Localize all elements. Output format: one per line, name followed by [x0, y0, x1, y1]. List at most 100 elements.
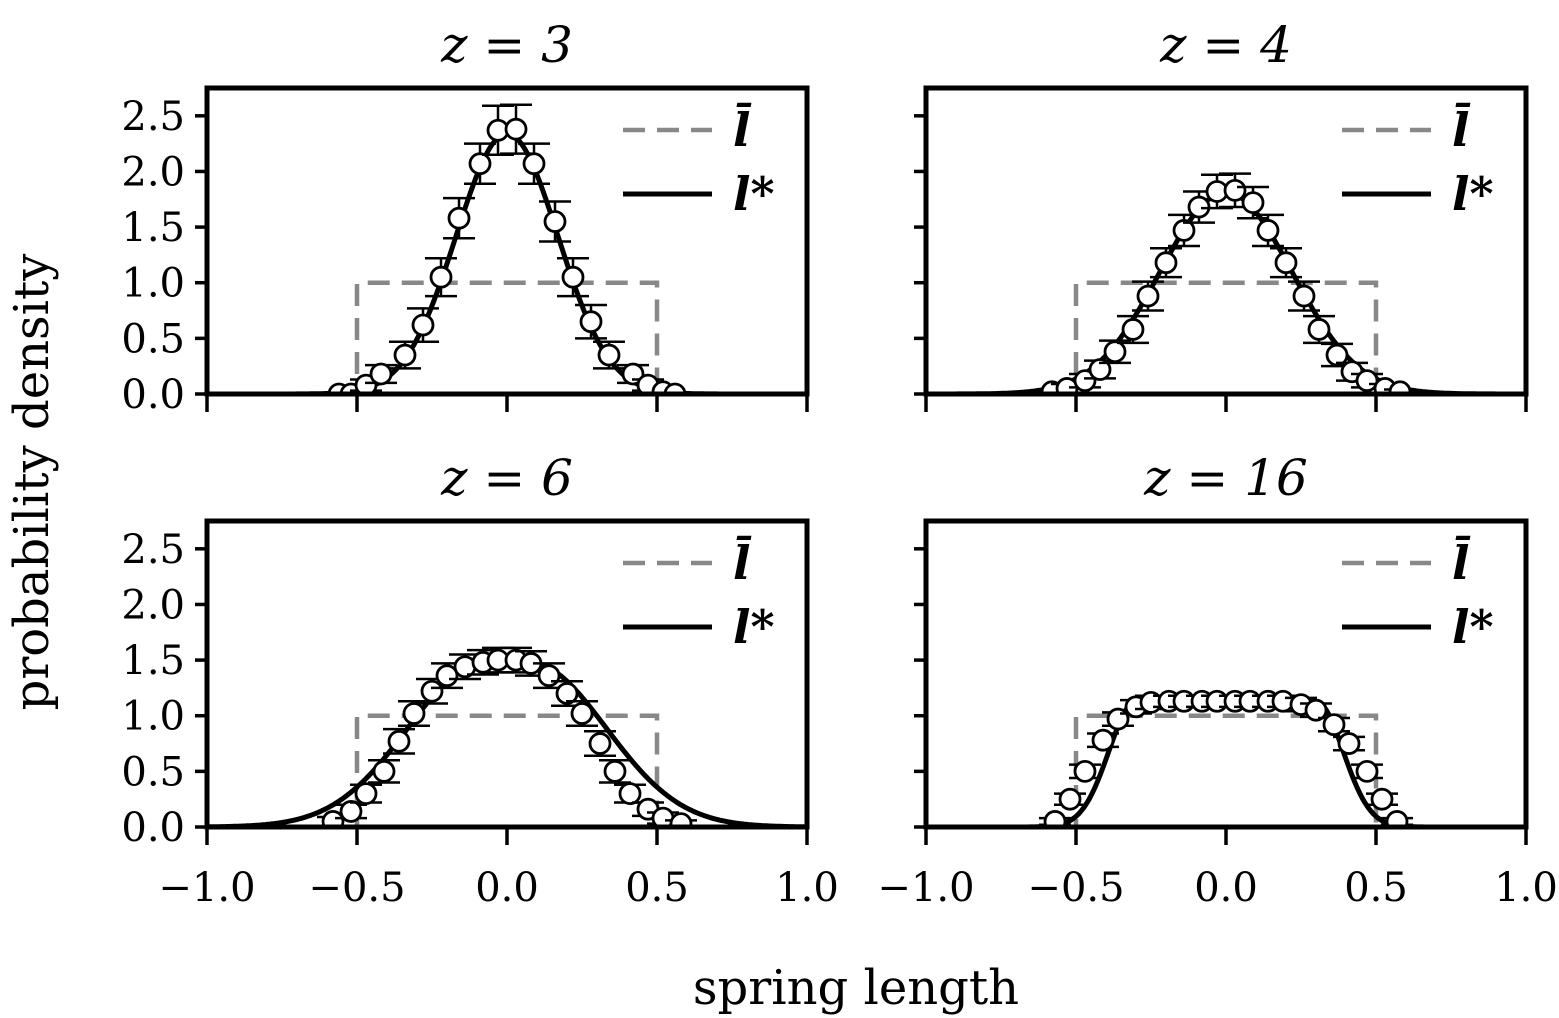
plot-area	[207, 103, 807, 394]
data-point	[522, 152, 546, 176]
fit-curve-line	[207, 660, 807, 827]
data-point	[1043, 810, 1067, 827]
legend-uniform-label: l̄	[1452, 102, 1471, 157]
data-point	[354, 373, 378, 394]
data-point	[1256, 219, 1280, 242]
data-point	[1058, 787, 1082, 811]
data-point	[1223, 178, 1247, 202]
data-point	[369, 362, 393, 386]
y-tick-label: 0.5	[121, 316, 185, 362]
legend-fit-label: l*	[733, 167, 775, 221]
data-point	[1355, 759, 1379, 783]
legend-fit-label: l*	[733, 600, 775, 654]
legend-uniform-label: l̄	[1452, 535, 1471, 590]
y-tick-label: 0.0	[121, 805, 185, 851]
data-point	[1385, 810, 1409, 827]
data-point	[387, 729, 411, 753]
panel-title: z = 16	[1143, 449, 1308, 507]
uniform-distribution-line	[207, 280, 807, 394]
data-point	[1271, 689, 1295, 713]
x-tick-label: 1.0	[1494, 865, 1558, 911]
data-point	[618, 782, 642, 806]
fit-curve-line	[926, 698, 1526, 827]
data-point	[1091, 728, 1115, 752]
data-point	[1121, 318, 1145, 341]
data-point	[588, 732, 612, 755]
data-point	[1136, 284, 1160, 308]
x-tick-label: 0.5	[625, 865, 689, 911]
y-tick-label: 1.0	[121, 261, 185, 307]
y-tick-label: 2.5	[121, 94, 185, 140]
axes-frame	[923, 85, 1529, 397]
data-point	[339, 800, 363, 823]
data-point	[429, 265, 453, 289]
data-point	[579, 310, 603, 334]
axes-frame	[923, 518, 1529, 830]
data-point	[1304, 698, 1328, 722]
data-point	[1292, 284, 1316, 308]
y-tick-label: 0.5	[121, 749, 185, 795]
data-point	[669, 812, 693, 827]
axes-frame	[204, 518, 810, 830]
fit-curve-line	[207, 131, 807, 394]
data-point	[1337, 732, 1361, 755]
data-point	[555, 682, 579, 705]
data-point	[393, 343, 417, 367]
data-point	[372, 759, 396, 783]
data-point	[1370, 787, 1394, 811]
y-tick-label: 0.0	[121, 372, 185, 418]
data-point	[420, 679, 444, 703]
panel-4: z = 16 −1.0 −0.5 0.0 0.5 1.0 l̄ l*	[877, 449, 1557, 911]
legend-fit-label: l*	[1452, 600, 1494, 654]
plot-area	[207, 646, 807, 827]
data-point	[354, 782, 378, 806]
uniform-distribution-line	[926, 280, 1526, 394]
data-point	[411, 313, 435, 337]
panel-title: z = 4	[1159, 16, 1292, 74]
data-point	[1088, 358, 1112, 381]
data-point	[402, 702, 426, 725]
panel-title: z = 3	[440, 16, 573, 74]
panel-1: z = 3 0.0 0.5 1.0 1.5 2.0 2.5 l̄ l*	[121, 16, 810, 418]
data-point	[570, 702, 594, 725]
y-tick-label: 2.0	[121, 149, 185, 195]
data-point	[1322, 713, 1346, 737]
data-point	[1307, 318, 1331, 341]
data-point	[1106, 707, 1130, 731]
panels: z = 30.00.51.01.52.02.5 l̄l*z = 4l̄l*z = …	[121, 16, 1557, 911]
y-tick-label: 1.0	[121, 694, 185, 740]
plot-area	[926, 689, 1526, 827]
x-tick-label: −0.5	[1027, 865, 1124, 911]
x-tick-label: 0.0	[1194, 865, 1258, 911]
data-point	[603, 759, 627, 783]
y-tick-label: 2.0	[121, 582, 185, 628]
y-axis-label: probability density	[4, 254, 60, 711]
data-point	[468, 152, 492, 176]
x-tick-label: 0.0	[475, 865, 539, 911]
data-point	[543, 210, 567, 233]
x-tick-label: −0.5	[308, 865, 405, 911]
data-point	[1073, 369, 1097, 393]
x-tick-label: 1.0	[775, 865, 839, 911]
plot-area	[926, 172, 1526, 394]
uniform-distribution-line	[926, 713, 1526, 827]
y-tick-label: 2.5	[121, 527, 185, 573]
panel-2: z = 4 l̄ l*	[914, 16, 1529, 412]
x-axis-label: spring length	[693, 960, 1019, 1016]
panel-title: z = 6	[440, 449, 573, 507]
y-tick-label: 1.5	[121, 638, 185, 684]
data-point	[1172, 219, 1196, 242]
data-point	[537, 664, 561, 688]
fit-curve-line	[926, 190, 1526, 394]
legend-uniform-label: l̄	[733, 102, 752, 157]
uniform-distribution-line	[207, 713, 807, 827]
data-point	[1274, 251, 1298, 275]
data-point	[1154, 251, 1178, 275]
x-tick-label: −1.0	[877, 865, 974, 911]
x-tick-label: 0.5	[1344, 865, 1408, 911]
legend-uniform-label: l̄	[733, 535, 752, 590]
data-point	[435, 664, 459, 688]
data-point	[561, 265, 585, 289]
legend-fit-label: l*	[1452, 167, 1494, 221]
